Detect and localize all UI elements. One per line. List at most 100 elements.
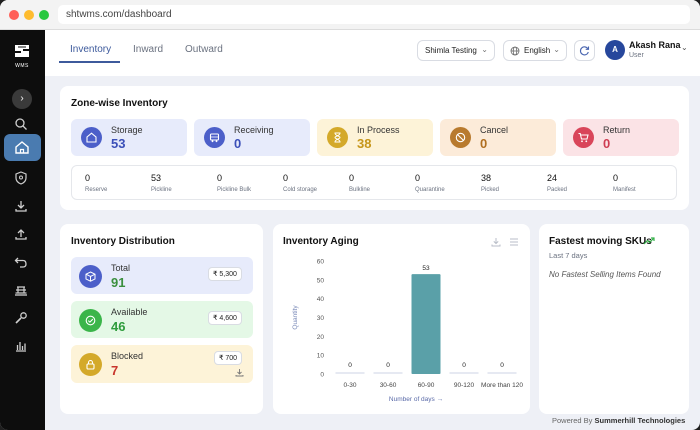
sidebar-item-stack[interactable] [0,280,45,302]
refresh-button[interactable] [574,40,595,61]
language-select[interactable]: English ⌄ [503,40,567,61]
x-axis-label: Number of days → [389,396,443,403]
substat-label: Packed [547,187,568,193]
zone-box-cancel[interactable]: Cancel 0 [440,119,556,156]
home-icon [15,141,29,154]
shield-icon [15,171,27,185]
zone-label: Return [603,125,631,135]
distribution-label: Blocked [111,351,144,361]
x-tick-label: 90-120 [454,382,475,389]
check-circle-icon [85,315,96,326]
user-role: User [629,52,644,59]
top-bar: Inventory Inward Outward Shimla Testing … [45,30,700,76]
distribution-price: ₹ 700 [214,351,243,365]
fastest-title: Fastest moving SKUs [549,236,652,247]
y-tick-label: 0 [320,372,324,379]
warehouse-select[interactable]: Shimla Testing ⌄ [417,40,495,61]
tab-outward[interactable]: Outward [185,44,223,55]
zone-label: Cancel [480,125,509,135]
inventory-aging-card: Inventory Aging 0 10 20 30 40 50 60 Quantity 0 0-… [273,224,530,414]
footer-prefix: Powered By [552,416,593,425]
substat-label: Picked [481,187,500,193]
substat-value: 0 [85,173,91,183]
download-icon[interactable] [235,368,244,377]
menu-icon[interactable] [509,237,519,247]
substat-value: 38 [481,173,492,183]
ban-icon [455,132,466,143]
substat-label: Manifest [613,187,636,193]
refresh-icon [579,46,590,56]
zone-value: 38 [357,136,372,151]
sidebar: WMS › [0,30,45,430]
logo-mark-icon [15,45,29,57]
minimize-window-button[interactable] [24,10,34,20]
y-tick-label: 60 [317,259,325,266]
address-bar[interactable]: shtwms.com/dashboard [58,5,690,24]
sidebar-item-home[interactable] [4,134,41,161]
sidebar-item-shield[interactable] [0,168,45,190]
user-name[interactable]: Akash Rana [629,40,681,50]
zone-box-return[interactable]: Return 0 [563,119,679,156]
distribution-price: ₹ 4,600 [208,311,242,325]
zone-value: 0 [603,136,611,151]
download-icon[interactable] [491,237,501,247]
tab-inward[interactable]: Inward [133,44,164,55]
home-icon [86,132,97,143]
sidebar-item-reports[interactable] [0,336,45,358]
sidebar-item-upload[interactable] [0,224,45,246]
zone-label: Storage [111,125,143,135]
zone-box-receiving[interactable]: Receiving 0 [194,119,310,156]
sidebar-item-download[interactable] [0,196,45,218]
chevron-right-icon: › [20,93,24,104]
distribution-box-blocked[interactable]: Blocked 7 ₹ 700 [71,345,253,383]
user-menu-chevron-icon[interactable]: ⌄ [681,43,688,52]
app-logo[interactable]: WMS [11,44,33,72]
substat-label: Bulkline [349,187,371,193]
substat-value: 0 [349,173,355,183]
chart-title: Inventory Aging [283,236,359,247]
zone-label: In Process [357,125,400,135]
distribution-label: Total [111,263,131,273]
bar-track [335,372,365,374]
tab-inventory[interactable]: Inventory [70,44,112,55]
y-tick-label: 10 [317,353,325,360]
sidebar-item-search[interactable] [0,114,45,136]
browser-chrome: shtwms.com/dashboard [0,0,700,30]
substat-value: 24 [547,173,558,183]
distribution-value: 7 [111,363,119,378]
search-icon [15,118,27,130]
zone-value: 53 [111,136,126,151]
y-tick-label: 50 [317,277,325,284]
bar-data-label: 0 [348,362,352,369]
cart-icon [578,132,589,143]
distribution-box-available[interactable]: Available 46 ₹ 4,600 [71,301,253,338]
avatar[interactable]: A [605,40,625,60]
bar-data-label: 0 [386,362,390,369]
stack-icon [15,286,27,296]
substat-label: Cold storage [283,187,318,193]
distribution-price: ₹ 5,300 [208,267,242,281]
maximize-window-button[interactable] [39,10,49,20]
zone-inventory-title: Zone-wise Inventory [71,98,168,109]
language-select-value: English [524,46,551,55]
distribution-value: 46 [111,319,126,334]
sidebar-item-return[interactable] [0,252,45,274]
close-window-button[interactable] [9,10,19,20]
bar-track [487,372,517,374]
substat-value: 0 [613,173,619,183]
substat-value: 0 [217,173,223,183]
bar-track [449,372,479,374]
zone-box-in-process[interactable]: In Process 38 [317,119,433,156]
truck-icon [209,133,220,143]
distribution-box-total[interactable]: Total 91 ₹ 5,300 [71,257,253,294]
zone-box-storage[interactable]: Storage 53 [71,119,187,156]
expand-sidebar-button[interactable]: › [12,89,32,109]
sidebar-item-tools[interactable] [0,308,45,330]
aging-chart-svg: 0 10 20 30 40 50 60 Quantity 0 0-30 0 30-60 53 60-90 0… [292,259,523,404]
bar-data-label: 53 [422,265,430,272]
y-axis-label: Quantity [292,305,299,330]
inventory-distribution-card: Inventory Distribution Total 91 ₹ 5,300 … [60,224,263,414]
x-tick-label: 30-60 [380,382,397,389]
zone-icon-circle [327,127,348,148]
